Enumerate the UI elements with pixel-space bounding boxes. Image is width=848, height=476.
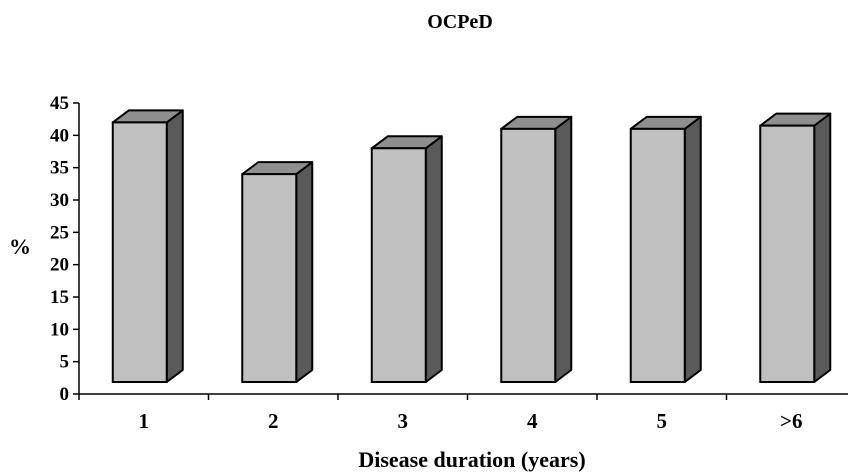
x-ticks [78, 394, 728, 400]
y-axis-title: % [9, 234, 31, 259]
bar-front [111, 121, 168, 384]
bar [111, 109, 184, 384]
x-axis-title: Disease duration (years) [358, 447, 585, 472]
y-ticks: 0 5 10 15 20 25 30 35 40 45 [50, 93, 79, 405]
bar-side [295, 161, 314, 383]
bar [759, 112, 832, 383]
y-tick-label: 20 [50, 255, 69, 276]
y-tick-label: 30 [50, 190, 69, 211]
x-tick-label: 1 [139, 409, 150, 433]
x-tick-label: 4 [527, 409, 538, 433]
x-tick-label: 2 [268, 409, 279, 433]
bar-front [500, 127, 557, 383]
bar [629, 115, 702, 383]
bar-side [424, 135, 443, 383]
bar-front [241, 173, 298, 383]
y-tick-label: 10 [50, 319, 69, 340]
y-tick-label: 5 [60, 352, 70, 373]
x-tick-label: 5 [657, 409, 668, 433]
y-tick-label: 15 [50, 287, 69, 308]
y-tick-label: 40 [50, 125, 69, 146]
bar-front [629, 127, 686, 383]
y-tick-label: 25 [50, 222, 69, 243]
bar-side [683, 115, 702, 383]
bars [111, 109, 832, 384]
y-tick-label: 45 [50, 93, 69, 114]
bar-side [813, 112, 832, 383]
x-tick-label: 3 [398, 409, 409, 433]
bar-side [165, 109, 184, 383]
bar-front [759, 124, 816, 383]
y-tick-label: 35 [50, 158, 69, 179]
y-tick-label: 0 [60, 384, 70, 405]
bar [500, 115, 573, 383]
bar-side [554, 115, 573, 383]
category-labels: 1 2 3 4 5 >6 [139, 409, 803, 433]
bar-front [370, 147, 427, 383]
bar [370, 135, 443, 383]
bar [241, 161, 314, 383]
chart-title: OCPeD [427, 11, 493, 33]
x-tick-label: >6 [780, 409, 802, 433]
